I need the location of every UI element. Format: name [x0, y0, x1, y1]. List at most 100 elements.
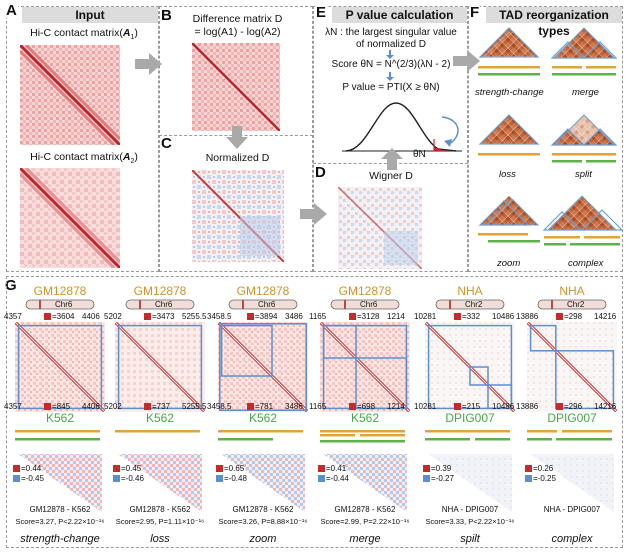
arrow-c-to-d — [300, 203, 327, 225]
chromosome-ideogram-1 — [125, 299, 195, 310]
type-label-2: zoom — [249, 533, 277, 545]
neg-swatch-2 — [216, 475, 223, 482]
pos-swatch-1 — [113, 465, 120, 472]
neg-swatch-1 — [113, 475, 120, 482]
type-label-1: loss — [150, 533, 170, 545]
panel-letter-g: G — [4, 277, 18, 294]
max-value-swatch-bottom-4 — [454, 403, 461, 410]
tad-merge-icon — [550, 27, 618, 76]
neg-value-3: =-0.44 — [326, 474, 349, 483]
panel-f-header: TAD reorganization types — [486, 7, 622, 38]
wigner-matrix — [338, 187, 422, 269]
top-max-value-2: =3894 — [255, 312, 278, 321]
chromosome-ideogram-2 — [228, 299, 298, 310]
panel-letter-c: C — [160, 135, 173, 152]
neg-swatch-5 — [525, 475, 532, 482]
comparison-label-2: GM12878 - K562 — [232, 505, 294, 514]
score-line-4: Score=3.33, P<2.22×10⁻¹⁶ — [425, 517, 515, 526]
bottom-max-value-4: =215 — [462, 402, 481, 411]
arrow-e-to-f — [453, 50, 480, 72]
type-label-0: strength-change — [20, 533, 100, 545]
tracy-widom-distribution — [342, 102, 462, 152]
arrow-d-to-e — [381, 148, 403, 170]
bottom-cell-name-1: K562 — [145, 411, 175, 425]
neg-swatch-3 — [318, 475, 325, 482]
bottom-right-coord-3: 1214 — [387, 402, 405, 411]
top-right-coord-2: 3486 — [285, 312, 303, 321]
bottom-right-coord-2: 3486 — [285, 402, 303, 411]
panel-letter-b: B — [160, 7, 173, 24]
difference-triangle-0 — [18, 454, 102, 512]
pos-swatch-0 — [13, 465, 20, 472]
tad-strength-change-icon — [478, 27, 540, 76]
bottom-right-coord-4: 10486 — [492, 402, 515, 411]
arrow-a-to-b — [135, 53, 162, 75]
top-cell-name-5: NHA — [559, 284, 585, 298]
bottom-right-coord-0: 4406 — [82, 402, 100, 411]
top-right-coord-4: 10486 — [492, 312, 515, 321]
normalized-d-title: Normalized D — [205, 152, 270, 164]
max-value-swatch-bottom-5 — [556, 403, 563, 410]
contact-map-5 — [527, 322, 617, 412]
type-label-merge: merge — [572, 87, 599, 98]
contact-map-2 — [218, 322, 308, 412]
pos-swatch-3 — [318, 465, 325, 472]
panel-letter-f: F — [469, 4, 481, 21]
lambda-definition: λN : the largest singular value — [325, 27, 457, 38]
score-line-3: Score=2.99, P=2.22×10⁻¹⁶ — [320, 517, 410, 526]
panel-a-frame — [6, 6, 159, 272]
neg-swatch-4 — [423, 475, 430, 482]
pos-swatch-4 — [423, 465, 430, 472]
type-label-4: spilt — [460, 533, 480, 545]
max-value-swatch-bottom-3 — [349, 403, 356, 410]
bottom-max-value-1: =737 — [152, 402, 171, 411]
score-line-0: Score=3.27, P<2.22×10⁻¹⁶ — [15, 517, 105, 526]
top-left-coord-5: 13886 — [516, 312, 539, 321]
chromosome-label-3: Chr6 — [360, 300, 378, 309]
contact-map-4 — [425, 322, 515, 412]
difference-matrix — [192, 43, 280, 131]
hic-label-2: Hi-C contact matrix(A2) — [30, 151, 138, 166]
chromosome-ideogram-5 — [537, 299, 607, 310]
pvalue-formula: P value = PTI(X ≥ θN) — [342, 82, 440, 93]
tad-bars-2 — [218, 430, 303, 441]
difference-triangle-5 — [530, 454, 614, 512]
chromosome-label-0: Chr6 — [55, 300, 73, 309]
wigner-d-title: Wigner D — [369, 170, 413, 182]
top-cell-name-1: GM12878 — [133, 284, 187, 298]
neg-swatch-0 — [13, 475, 20, 482]
comparison-label-4: NHA - DPIG007 — [441, 505, 499, 514]
max-value-swatch-top-1 — [144, 313, 151, 320]
tad-bars-3 — [320, 430, 405, 443]
tad-zoom-icon — [478, 196, 540, 243]
diff-matrix-formula: = log(A1) - log(A2) — [194, 26, 281, 38]
bottom-max-value-0: =845 — [52, 402, 71, 411]
chromosome-ideogram-4 — [435, 299, 505, 310]
hic-label-1: Hi-C contact matrix(A1) — [30, 27, 138, 42]
bottom-left-coord-2: 3458.5 — [207, 402, 232, 411]
bottom-left-coord-1: 5202 — [104, 402, 122, 411]
top-cell-name-2: GM12878 — [236, 284, 290, 298]
top-left-coord-2: 3458.5 — [207, 312, 232, 321]
pos-value-4: =0.39 — [431, 464, 452, 473]
bottom-cell-name-0: K562 — [45, 411, 75, 425]
bottom-left-coord-3: 1165 — [309, 402, 327, 411]
pos-swatch-2 — [216, 465, 223, 472]
difference-triangle-4 — [428, 454, 512, 512]
type-label-loss: loss — [499, 169, 516, 180]
bottom-cell-name-4: DPIG007 — [445, 411, 495, 425]
top-max-value-1: =3473 — [152, 312, 175, 321]
arrow-b-to-c — [226, 126, 248, 149]
panel-letter-d: D — [314, 164, 327, 181]
arrow-e2 — [386, 72, 394, 81]
max-value-swatch-bottom-0 — [44, 403, 51, 410]
bottom-cell-name-2: K562 — [248, 411, 278, 425]
tad-bars-1 — [115, 430, 200, 433]
chromosome-label-4: Chr2 — [465, 300, 483, 309]
chromosome-label-2: Chr6 — [258, 300, 276, 309]
type-label-zoom: zoom — [497, 258, 521, 269]
top-max-value-0: =3604 — [52, 312, 75, 321]
difference-triangle-2 — [221, 454, 305, 512]
pos-value-5: =0.26 — [533, 464, 554, 473]
pos-value-0: =0.44 — [21, 464, 42, 473]
